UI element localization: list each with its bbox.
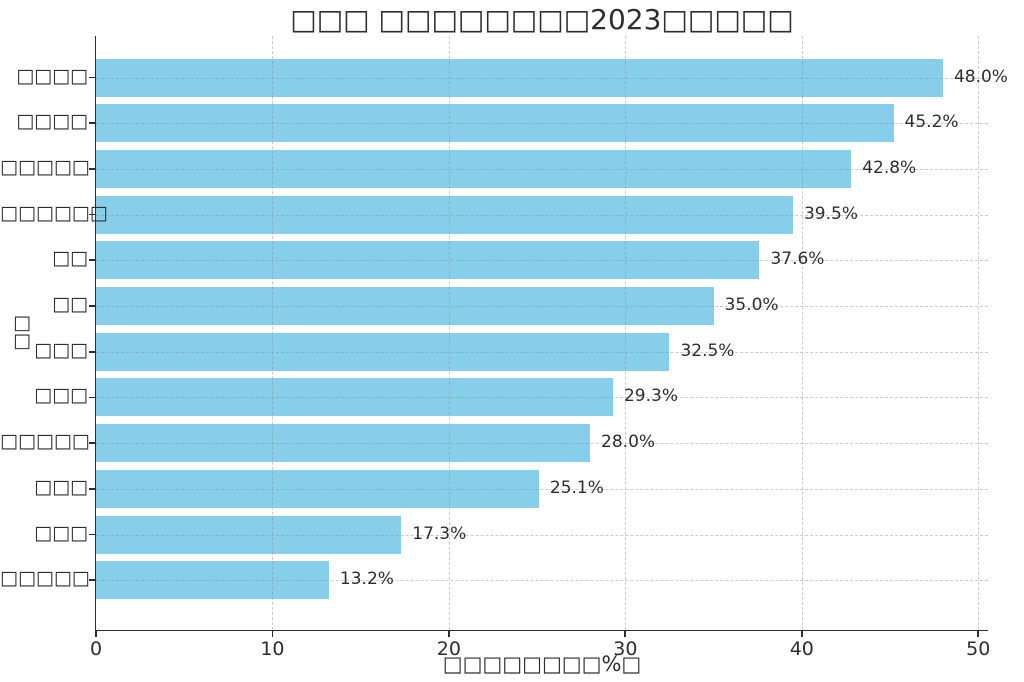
bar xyxy=(96,378,613,417)
bar xyxy=(96,241,760,280)
value-label: 25.1% xyxy=(549,477,604,498)
category-label: □□□□□ xyxy=(0,567,90,590)
value-label: 35.0% xyxy=(724,295,779,315)
x-tick-label: 0 xyxy=(89,638,103,660)
x-tick-mark xyxy=(624,630,627,637)
gridline-horizontal xyxy=(96,534,988,536)
x-tick-label: 30 xyxy=(613,638,638,660)
y-axis-spine xyxy=(94,36,97,631)
bar xyxy=(96,287,714,325)
category-label: □□ xyxy=(52,247,88,270)
gridline-vertical xyxy=(272,36,274,630)
y-tick-mark xyxy=(89,533,95,536)
chart-title: □□□ □□□□□□□□2023□□□□□ xyxy=(290,3,794,36)
category-label: □□□□□ xyxy=(0,430,90,453)
category-label: □□□ xyxy=(34,475,88,498)
y-tick-mark xyxy=(89,122,95,125)
y-tick-mark xyxy=(89,259,95,262)
value-label: 28.0% xyxy=(601,432,656,453)
y-tick-mark xyxy=(89,396,95,399)
y-tick-mark xyxy=(89,487,95,490)
value-label: 29.3% xyxy=(623,386,678,407)
value-label: 32.5% xyxy=(680,340,735,361)
gridline-vertical xyxy=(448,36,450,630)
bar xyxy=(96,149,852,188)
x-tick-label: 40 xyxy=(789,638,814,660)
gridline-horizontal xyxy=(96,168,988,170)
bar xyxy=(96,561,329,600)
gridline-vertical xyxy=(978,36,980,630)
bar xyxy=(96,104,894,143)
gridline-horizontal xyxy=(96,77,988,79)
x-axis-spine xyxy=(94,629,988,632)
gridline-horizontal xyxy=(96,123,988,125)
y-tick-mark xyxy=(89,168,95,170)
y-tick-mark xyxy=(89,76,95,79)
gridline-horizontal xyxy=(96,397,988,399)
bar xyxy=(96,515,402,554)
category-label: □□□□□□ xyxy=(0,201,108,224)
gridline-horizontal xyxy=(96,351,988,353)
bar xyxy=(96,332,670,371)
x-tick-label: 20 xyxy=(436,638,461,660)
value-label: 45.2% xyxy=(904,112,959,133)
bar xyxy=(96,195,793,234)
x-tick-mark xyxy=(977,630,980,637)
category-label: □□□ xyxy=(34,338,88,361)
y-tick-mark xyxy=(89,305,95,307)
y-tick-mark xyxy=(89,350,95,353)
value-label: 37.6% xyxy=(770,249,825,270)
y-tick-mark xyxy=(89,213,95,216)
gridline-horizontal xyxy=(96,260,988,262)
gridline-horizontal xyxy=(96,580,988,582)
category-label: □□□ xyxy=(34,384,88,407)
x-tick-mark xyxy=(95,630,97,637)
x-tick-mark xyxy=(800,630,803,637)
bar xyxy=(96,469,539,508)
category-label: □□□□ xyxy=(16,64,88,87)
bar xyxy=(96,424,591,463)
category-label: □□□□ xyxy=(16,110,88,133)
category-label: □□ xyxy=(52,293,88,315)
category-label: □□□ xyxy=(34,521,88,544)
gridline-horizontal xyxy=(96,443,988,445)
value-label: 39.5% xyxy=(803,203,858,224)
value-label: 13.2% xyxy=(339,569,394,590)
gridline-vertical xyxy=(801,36,803,630)
x-tick-mark xyxy=(271,630,274,637)
gridline-horizontal xyxy=(96,214,988,216)
bar xyxy=(96,58,943,97)
x-tick-label: 50 xyxy=(966,638,991,660)
gridline-vertical xyxy=(625,36,627,630)
x-tick-mark xyxy=(448,630,450,637)
value-label: 48.0% xyxy=(953,66,1008,87)
category-label: □□□□□ xyxy=(0,155,90,178)
y-tick-mark xyxy=(89,579,95,582)
value-label: 17.3% xyxy=(412,523,467,544)
gridline-horizontal xyxy=(96,306,988,307)
gridline-horizontal xyxy=(96,488,988,490)
value-label: 42.8% xyxy=(862,157,917,178)
x-axis-label: □□□□□□□□%□ xyxy=(442,652,642,676)
x-tick-label: 10 xyxy=(260,638,285,660)
y-tick-mark xyxy=(89,442,95,444)
